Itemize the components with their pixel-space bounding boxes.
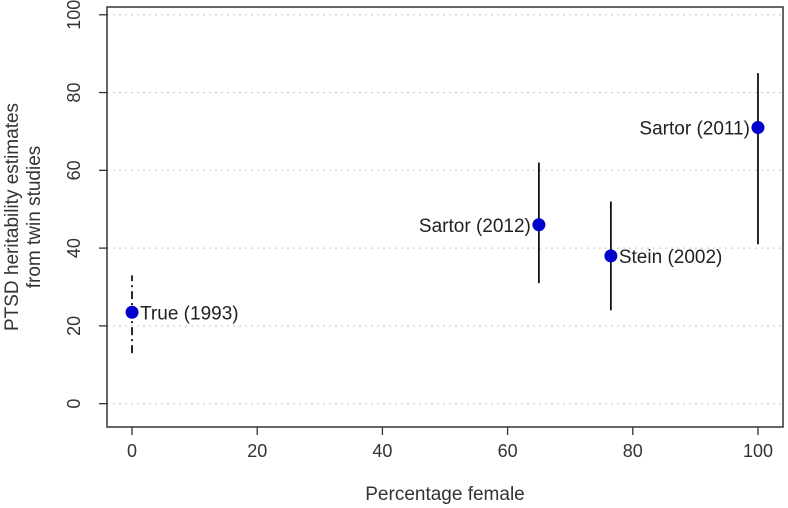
grid-lines <box>107 14 783 405</box>
point-label-1: Sartor (2012) <box>419 216 531 237</box>
x-tick-label-100: 100 <box>743 441 773 461</box>
y-tick-label-0: 0 <box>64 399 84 409</box>
x-tick-label-80: 80 <box>623 441 643 461</box>
point-labels: True (1993) Sartor (2012) Stein (2002) Sart… <box>140 119 750 325</box>
data-points <box>125 121 765 319</box>
y-tick-label-80: 80 <box>64 83 84 103</box>
y-tick-label-40: 40 <box>64 238 84 258</box>
data-point-0 <box>125 305 139 319</box>
x-axis-ticks: 0 20 40 60 80 100 <box>127 427 773 461</box>
x-tick-label-0: 0 <box>127 441 137 461</box>
data-point-1 <box>532 218 546 232</box>
x-axis-label: Percentage female <box>365 484 525 505</box>
y-tick-label-60: 60 <box>64 160 84 180</box>
point-label-2: Stein (2002) <box>619 247 723 268</box>
plot-frame <box>106 6 784 428</box>
y-tick-label-20: 20 <box>64 316 84 336</box>
y-tick-label-100: 100 <box>64 0 84 30</box>
y-axis-ticks: 0 20 40 60 80 100 <box>64 0 107 409</box>
data-point-3 <box>751 121 765 135</box>
x-tick-label-40: 40 <box>372 441 392 461</box>
point-label-3: Sartor (2011) <box>639 119 750 140</box>
y-axis-label-line-2: from twin studies <box>24 146 45 289</box>
x-tick-label-20: 20 <box>247 441 267 461</box>
y-axis-label-line-1: PTSD heritability estimates <box>2 103 23 331</box>
data-point-2 <box>604 249 618 263</box>
point-label-0: True (1993) <box>140 303 239 324</box>
x-tick-label-60: 60 <box>498 441 518 461</box>
